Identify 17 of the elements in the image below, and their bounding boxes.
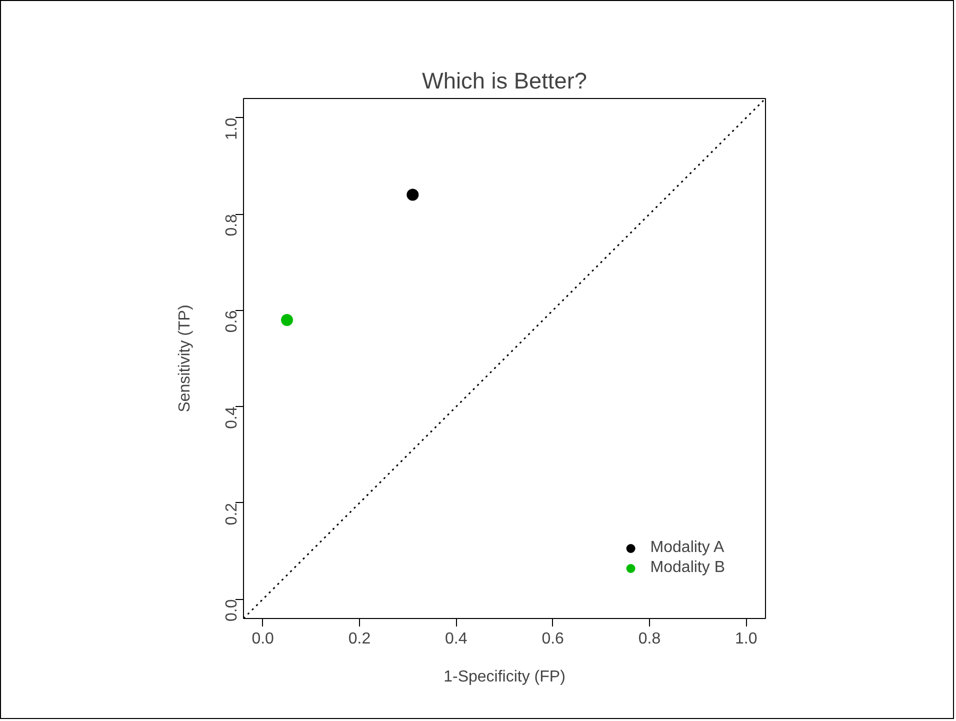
y-tick-label: 0.2	[224, 502, 240, 526]
y-axis-title: Sensitivity (TP)	[176, 304, 194, 412]
x-axis-title: 1-Specificity (FP)	[444, 668, 566, 686]
x-tick-label: 0.8	[638, 630, 661, 648]
y-tick-label: 0.8	[224, 214, 240, 236]
chart-title: Which is Better?	[422, 68, 587, 94]
x-tick-label: 0.0	[252, 630, 274, 648]
x-tick-label: 0.4	[445, 630, 468, 648]
y-tick-label: 0.6	[224, 310, 240, 333]
x-tick-label: 0.2	[348, 630, 371, 648]
x-tick-label: 0.6	[542, 630, 564, 648]
y-tick-label: 0.4	[224, 406, 240, 429]
y-tick-label: 0.0	[224, 599, 240, 622]
x-tick-label: 1.0	[735, 630, 758, 648]
legend-label: Modality B	[650, 559, 725, 577]
legend-label: Modality A	[650, 539, 724, 557]
y-tick-label: 1.0	[224, 118, 240, 140]
